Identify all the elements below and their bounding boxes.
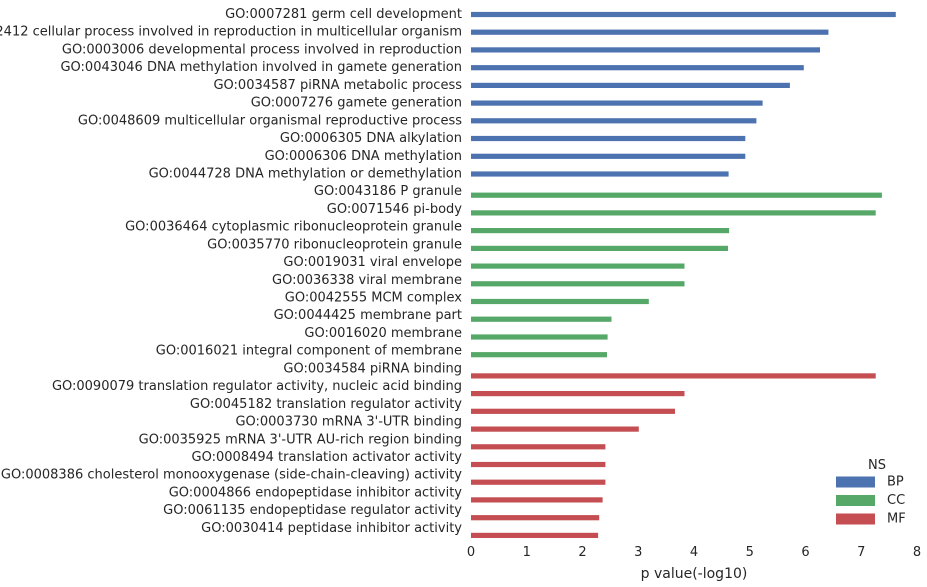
category-label: GO:0006305 DNA alkylation — [280, 131, 462, 146]
category-label: GO:0004866 endopeptidase inhibitor activ… — [169, 485, 463, 500]
category-label: GO:0034584 piRNA binding — [283, 361, 462, 376]
legend-label: MF — [887, 512, 906, 527]
x-tick-label: 0 — [467, 545, 475, 560]
legend-items: BP CC MF — [836, 475, 906, 527]
bar-mf — [471, 444, 606, 450]
category-label: GO:0022412 cellular process involved in … — [0, 25, 462, 40]
category-label: GO:0036464 cytoplasmic ribonucleoprotein… — [125, 220, 462, 235]
legend-label: BP — [887, 475, 904, 490]
category-label: GO:0090079 translation regulator activit… — [52, 379, 462, 394]
bar-mf — [471, 532, 599, 538]
bar-mf — [471, 408, 675, 414]
bar-bp — [471, 11, 896, 18]
bar-bp — [471, 82, 790, 88]
bar-mf — [471, 373, 876, 379]
legend-swatch-bp — [836, 476, 875, 488]
category-label: GO:0007281 germ cell development — [225, 7, 462, 22]
bar-bp — [471, 65, 804, 71]
bar-bp — [471, 171, 729, 177]
x-tick-label: 5 — [746, 545, 754, 560]
bar-cc — [471, 334, 608, 340]
category-label: GO:0016021 integral component of membran… — [156, 344, 462, 359]
legend-swatch-mf — [836, 513, 875, 525]
category-label: GO:0043046 DNA methylation involved in g… — [60, 60, 462, 75]
x-axis-title: p value(-log10) — [641, 566, 748, 582]
category-label: GO:0003006 developmental process involve… — [62, 42, 462, 57]
bar-mf — [471, 497, 603, 503]
category-label: GO:0030414 peptidase inhibitor activity — [201, 521, 462, 536]
x-tick-label: 2 — [578, 545, 586, 560]
category-label: GO:0045182 translation regulator activit… — [190, 397, 462, 412]
category-label: GO:0036338 viral membrane — [272, 273, 462, 288]
x-tick-label: 1 — [523, 545, 531, 560]
x-tick-label: 7 — [857, 545, 865, 560]
category-label: GO:0044425 membrane part — [274, 308, 462, 323]
category-label: GO:0034587 piRNA metabolic process — [213, 78, 462, 93]
category-label: GO:0035770 ribonucleoprotein granule — [207, 237, 462, 252]
bar-cc — [471, 298, 649, 305]
bar-cc — [471, 228, 730, 234]
category-label: GO:0006306 DNA methylation — [265, 149, 462, 164]
bar-bp — [471, 47, 820, 53]
bar-cc — [471, 352, 607, 358]
bar-mf — [471, 515, 600, 521]
bar-mf — [471, 391, 685, 397]
bar-cc — [471, 263, 685, 269]
category-label: GO:0043186 P granule — [314, 184, 462, 199]
category-label: GO:0071546 pi-body — [327, 202, 462, 217]
bars-group — [471, 11, 896, 538]
legend: NS BP CC MF — [836, 458, 906, 527]
bar-cc — [471, 316, 612, 322]
category-label: GO:0008494 translation activator activit… — [192, 450, 463, 465]
category-label: GO:0008386 cholesterol monooxygenase (si… — [1, 468, 462, 483]
bar-bp — [471, 29, 829, 35]
bar-mf — [471, 461, 606, 468]
category-label: GO:0042555 MCM complex — [285, 291, 463, 306]
legend-label: CC — [887, 493, 905, 508]
category-label: GO:0019031 viral envelope — [283, 255, 462, 270]
bar-mf — [471, 479, 606, 485]
bar-mf — [471, 426, 639, 432]
bar-cc — [471, 192, 882, 198]
bar-bp — [471, 153, 746, 159]
bar-bp — [471, 100, 763, 106]
category-label: GO:0048609 multicellular organismal repr… — [78, 113, 462, 128]
x-tick-label: 8 — [913, 545, 921, 560]
legend-swatch-cc — [836, 495, 875, 506]
legend-title: NS — [868, 458, 886, 473]
category-labels-group: GO:0007281 germ cell development GO:00224… — [0, 7, 462, 536]
bar-bp — [471, 135, 746, 142]
category-label: GO:0003730 mRNA 3'-UTR binding — [235, 415, 462, 430]
bar-cc — [471, 281, 685, 287]
category-label: GO:0061135 endopeptidase regulator activ… — [163, 503, 462, 518]
x-tick-label: 6 — [801, 545, 809, 560]
x-tick-labels-group: 0 1 2 3 4 5 6 7 8 — [467, 545, 921, 560]
bar-cc — [471, 245, 728, 251]
x-tick-label: 4 — [690, 545, 698, 560]
category-label: GO:0035925 mRNA 3'-UTR AU-rich region bi… — [139, 432, 462, 447]
category-label: GO:0007276 gamete generation — [251, 96, 462, 111]
bar-cc — [471, 210, 876, 216]
category-label: GO:0016020 membrane — [304, 326, 462, 341]
category-label: GO:0044728 DNA methylation or demethylat… — [149, 167, 462, 182]
bar-bp — [471, 118, 757, 124]
x-tick-label: 3 — [634, 545, 642, 560]
